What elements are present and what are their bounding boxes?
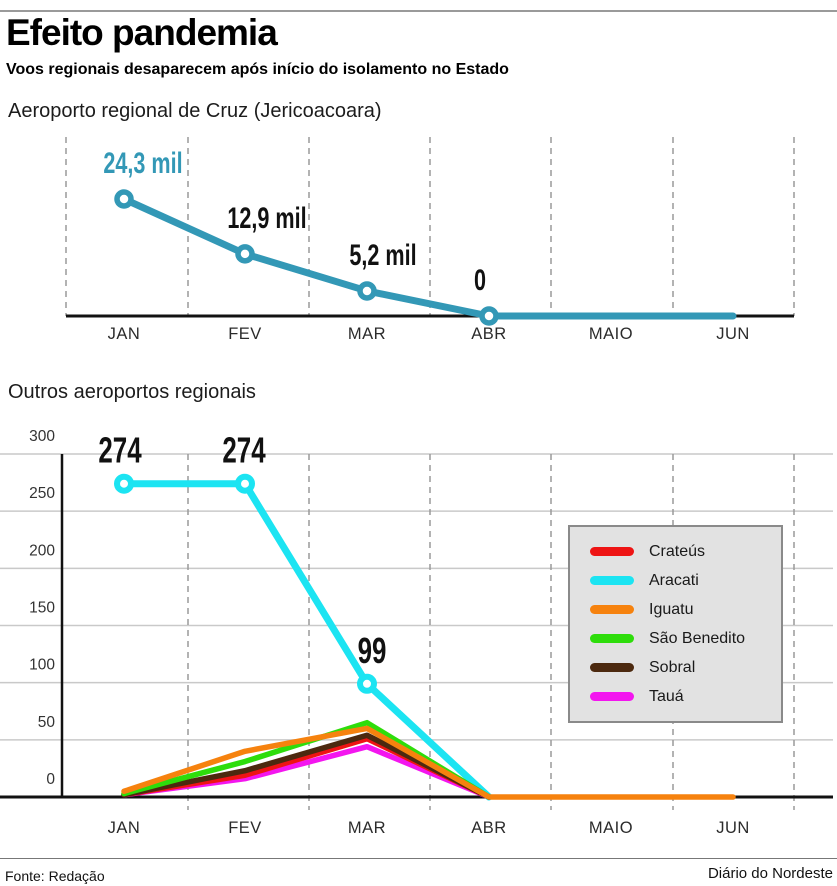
data-line (121, 732, 492, 800)
page-subtitle: Voos regionais desaparecem após início d… (6, 61, 509, 78)
crateus-line-swatch (590, 547, 634, 556)
x-axis-tick-label: JUN (716, 819, 750, 837)
iguatu-line-swatch (590, 605, 634, 614)
legend-item-sobral: Sobral (570, 653, 781, 682)
top-rule (0, 10, 837, 12)
data-point-marker (479, 306, 499, 326)
data-point-label: 0 (474, 262, 486, 296)
chart2-heading: Outros aeroportos regionais (8, 381, 256, 403)
x-axis-tick-label: MAIO (589, 819, 633, 837)
sao-benedito-line-swatch (590, 634, 634, 643)
y-axis-tick-label: 250 (29, 485, 55, 502)
data-point-marker (357, 281, 377, 301)
x-axis-tick-label: JUN (716, 325, 750, 343)
x-axis-tick-label: ABR (471, 819, 506, 837)
x-axis-tick-label: MAR (348, 819, 386, 837)
data-point-label: 99 (358, 631, 387, 671)
y-axis-tick-label: 100 (29, 657, 55, 674)
data-line (120, 480, 493, 801)
legend-label: Sobral (649, 658, 696, 676)
data-point-marker (114, 473, 134, 494)
chart1-heading: Aeroporto regional de Cruz (Jericoacoara… (8, 100, 382, 122)
taua-line-swatch (590, 692, 634, 701)
x-axis-tick-label: MAR (348, 325, 386, 343)
legend-item-taua: Tauá (570, 682, 781, 711)
y-axis-tick-label: 300 (29, 428, 55, 445)
legend-item-sao-benedito: São Benedito (570, 624, 781, 653)
x-axis-tick-label: JAN (108, 325, 141, 343)
legend-item-crateus: Crateús (570, 537, 781, 566)
page-title: Efeito pandemia (6, 12, 278, 53)
y-axis-tick-label: 0 (46, 771, 55, 788)
chart1-jericoacoara-line-chart: 24,3 mil 12,9 mil 5,2 mil 0 JAN FEV MAR ABR MAIO… (65, 137, 795, 343)
data-point-marker (114, 189, 134, 209)
data-point-label: 274 (98, 431, 142, 471)
data-point-label: 24,3 mil (103, 145, 182, 179)
legend-label: Tauá (649, 687, 684, 705)
data-point-label: 274 (222, 431, 266, 471)
data-point-marker (235, 244, 255, 264)
data-point-label: 12,9 mil (227, 200, 306, 234)
footer-source: Fonte: Redação (5, 868, 105, 884)
legend-item-aracati: Aracati (570, 566, 781, 595)
footer-credit: Diário do Nordeste (707, 865, 833, 882)
data-point-label: 5,2 mil (349, 237, 416, 271)
sobral-line-swatch (590, 663, 634, 672)
x-axis-tick-label: JAN (108, 819, 141, 837)
footer-rule (0, 858, 837, 859)
legend-item-iguatu: Iguatu (570, 595, 781, 624)
x-axis-tick-label: FEV (228, 325, 262, 343)
y-axis-tick-label: 200 (29, 542, 55, 559)
chart2-legend: Crateús Aracati Iguatu São Benedito Sobr… (568, 525, 783, 723)
data-point-marker (357, 673, 377, 694)
y-axis-tick-label: 50 (38, 714, 56, 731)
x-axis-tick-label: MAIO (589, 325, 633, 343)
y-axis-tick-label: 150 (29, 600, 55, 617)
legend-label: Crateús (649, 542, 706, 560)
legend-label: São Benedito (649, 629, 746, 647)
data-line (121, 725, 736, 800)
legend-label: Iguatu (649, 600, 694, 618)
x-axis-tick-label: ABR (471, 325, 506, 343)
x-axis-tick-label: FEV (228, 819, 262, 837)
legend-label: Aracati (649, 571, 699, 589)
data-point-marker (235, 473, 255, 494)
aracati-line-swatch (590, 576, 634, 585)
data-line (120, 195, 737, 320)
